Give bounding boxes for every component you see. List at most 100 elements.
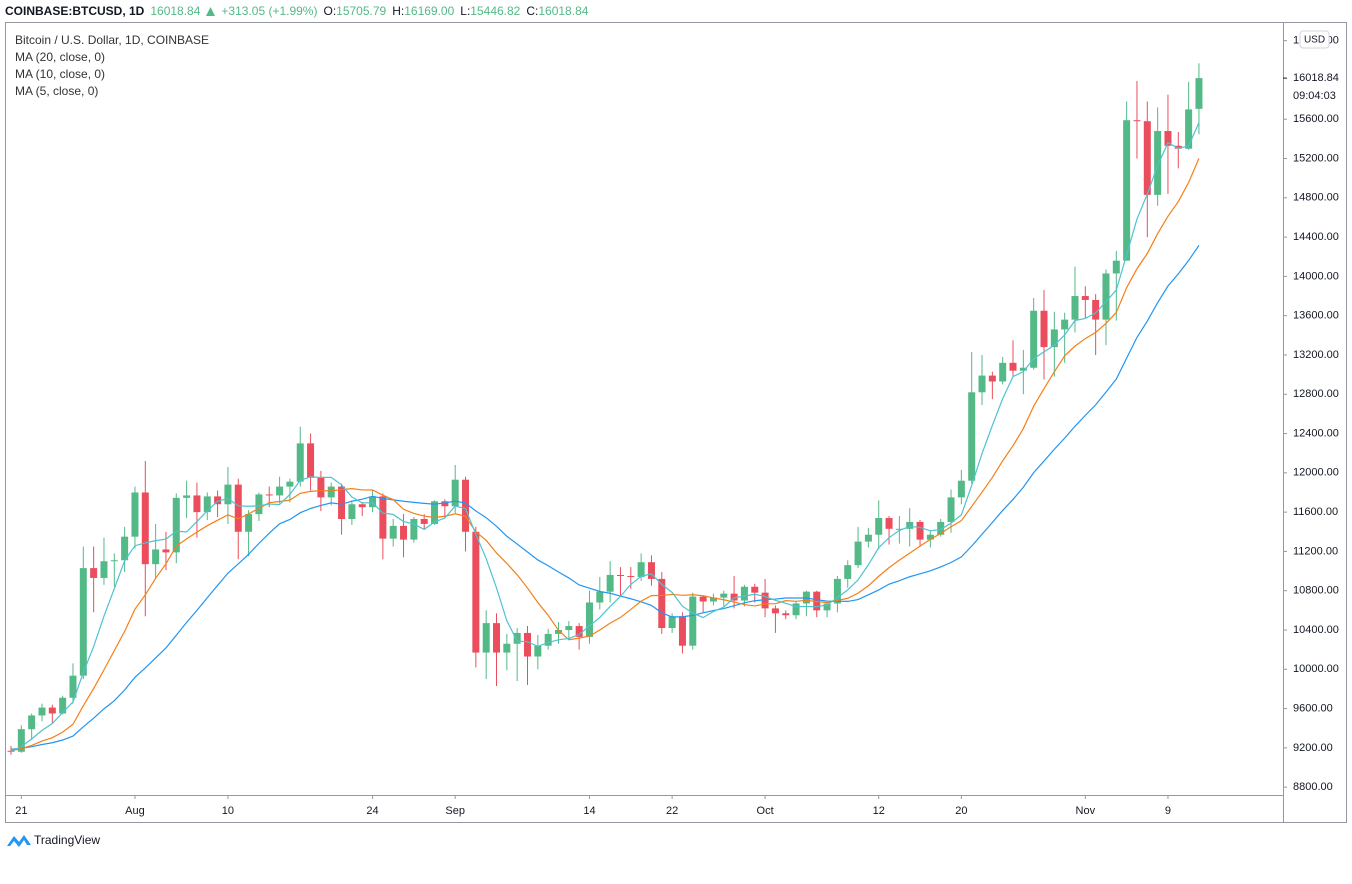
candle-body (854, 541, 862, 566)
currency-label: USD (1304, 35, 1325, 46)
candle-body (1112, 260, 1120, 274)
candle-body (121, 536, 129, 561)
ohlc-value: 16169.00 (404, 4, 455, 18)
candle-body (38, 707, 46, 716)
candle-body (265, 494, 273, 496)
candle-body (792, 603, 800, 616)
candle-body (1050, 329, 1058, 348)
candle-body (1030, 310, 1038, 368)
x-tick-label: 20 (955, 805, 967, 817)
candle-body (678, 616, 686, 646)
candle-body (462, 479, 470, 532)
candle-body (183, 495, 191, 498)
x-tick-label: 12 (873, 805, 885, 817)
chart-frame (5, 22, 1347, 823)
ohlc-value: 16018.84 (538, 4, 589, 18)
candle-body (348, 504, 356, 519)
candle-body (1174, 145, 1182, 149)
candle-body (513, 632, 521, 644)
candle-body (17, 729, 25, 752)
candle-body (1164, 131, 1172, 146)
x-tick-label: 14 (583, 805, 595, 817)
x-tick-label: 10 (222, 805, 234, 817)
candle-body (875, 518, 883, 535)
candle-body (1195, 78, 1203, 109)
y-tick-label: 14800.00 (1293, 192, 1339, 204)
x-tick-label: Oct (757, 805, 774, 817)
candle-body (596, 591, 604, 603)
candle-body (771, 608, 779, 614)
candle-body (968, 392, 976, 481)
candle-body (400, 525, 408, 540)
x-tick-label: Nov (1076, 805, 1096, 817)
candle-body (1009, 362, 1017, 371)
candle-body (606, 574, 614, 592)
plot-area (7, 63, 1203, 755)
y-tick-label: 10800.00 (1293, 585, 1339, 597)
ohlc-l: L:15446.82 (460, 4, 520, 18)
candle-body (1143, 121, 1151, 195)
y-tick-label: 12800.00 (1293, 388, 1339, 400)
y-tick-label: 12400.00 (1293, 427, 1339, 439)
candle-body (751, 586, 759, 593)
candle-body (957, 480, 965, 498)
footer-logo: TradingView (7, 833, 100, 847)
legend-overlay: MA (10, close, 0) (15, 67, 105, 81)
change: +313.05 (+1.99%) (221, 4, 318, 18)
candle-body (69, 675, 77, 698)
y-tick-label: 10400.00 (1293, 624, 1339, 636)
candle-body (627, 575, 635, 577)
candle-body (255, 494, 263, 515)
candle-body (358, 504, 366, 508)
candle-body (1185, 109, 1193, 149)
candle-body (1061, 319, 1069, 330)
candle-body (616, 574, 624, 576)
candle-body (740, 586, 748, 601)
y-tick-label: 12000.00 (1293, 467, 1339, 479)
candle-body (451, 479, 459, 507)
candle-body (937, 521, 945, 535)
moving-average (10, 158, 1200, 752)
y-tick-label: 15200.00 (1293, 152, 1339, 164)
ohlc-key: C: (526, 4, 539, 18)
x-tick-label: 21 (15, 805, 27, 817)
currency-badge-bg (1299, 30, 1330, 49)
y-tick-label: 10000.00 (1293, 663, 1339, 675)
candle-body (296, 443, 304, 482)
candle-body (833, 578, 841, 604)
countdown: 09:04:03 (1293, 90, 1336, 102)
candle-body (79, 568, 87, 676)
candle-body (224, 484, 232, 505)
y-tick-label: 15600.00 (1293, 113, 1339, 125)
candle-body (524, 632, 531, 657)
symbol: COINBASE:BTCUSD, 1D (5, 4, 145, 18)
last-price-label: 16018.84 (1293, 72, 1339, 84)
candle-body (1154, 131, 1162, 195)
y-tick-label: 11200.00 (1293, 545, 1338, 557)
candle-body (1123, 120, 1131, 261)
candle-body (906, 521, 914, 529)
candle-body (1071, 296, 1079, 320)
header: COINBASE:BTCUSD, 1D 16018.84 +313.05 (+1… (5, 2, 588, 20)
candle-body (141, 492, 149, 565)
candle-body (978, 375, 986, 393)
candle-body (844, 565, 852, 579)
y-tick-label: 9600.00 (1293, 702, 1333, 714)
candle-body (152, 549, 160, 565)
y-tick-label: 9200.00 (1293, 742, 1333, 754)
candle-body (864, 534, 872, 542)
currency-badge[interactable]: USD (1299, 30, 1330, 49)
candle-body (585, 602, 593, 637)
moving-average (10, 122, 1200, 753)
candle-body (565, 626, 573, 630)
candle-body (947, 497, 955, 522)
candle-body (575, 626, 583, 637)
candle-body (999, 362, 1007, 382)
candle-body (730, 593, 738, 601)
candle-body (100, 561, 108, 578)
x-tick-label: 22 (666, 805, 678, 817)
candle-body (916, 521, 924, 540)
candle-body (276, 486, 284, 496)
